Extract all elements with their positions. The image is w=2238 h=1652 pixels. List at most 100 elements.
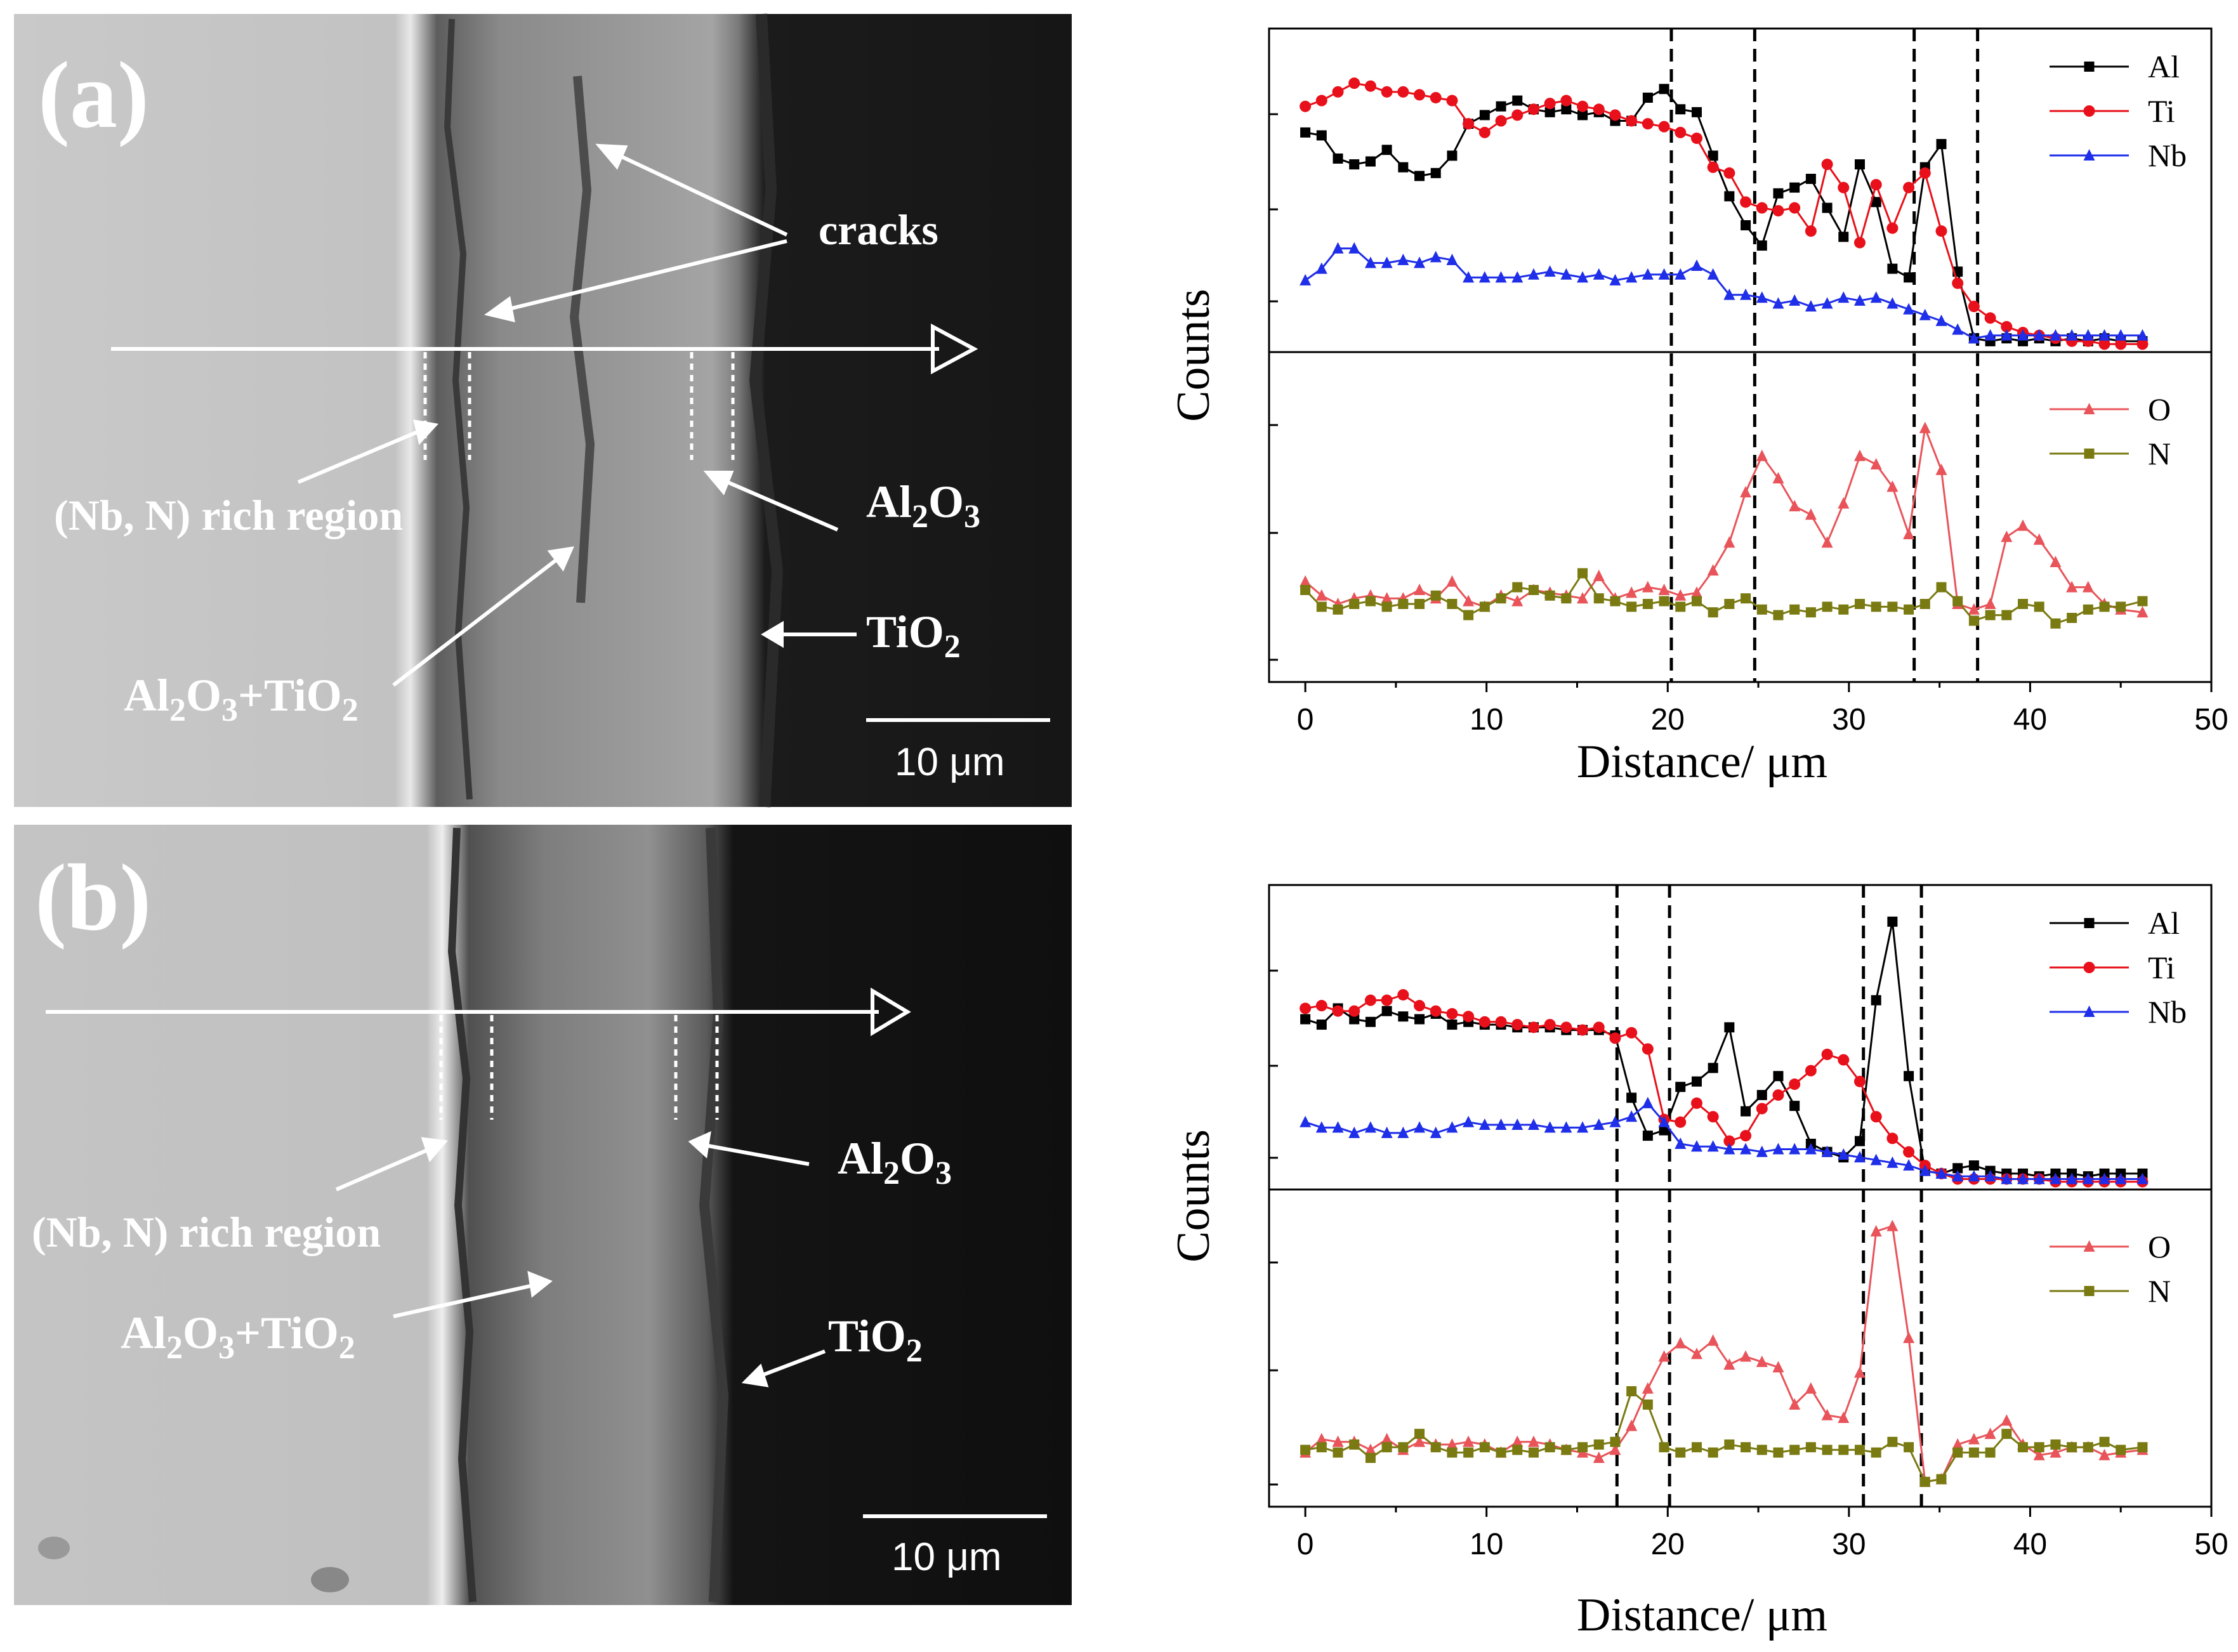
- series-ti-point: [1397, 989, 1409, 1001]
- series-n-point: [1805, 607, 1816, 618]
- series-o-point: [1609, 1443, 1621, 1455]
- series-o-point: [2136, 606, 2149, 618]
- series-nb-point: [1593, 1118, 1605, 1131]
- series-n-point: [2018, 599, 2028, 609]
- series-al-point: [1724, 1022, 1735, 1033]
- series-n-point: [1561, 1445, 1572, 1455]
- series-o-point: [1805, 508, 1817, 520]
- series-n-point: [1887, 601, 1898, 612]
- series-o-point: [1935, 463, 1947, 475]
- series-nb-point: [2136, 329, 2149, 341]
- series-nb-point: [1838, 291, 1850, 303]
- series-nb-point: [1626, 1110, 1638, 1122]
- series-nb-point: [1723, 288, 1735, 300]
- series-al-point: [1561, 104, 1572, 115]
- legend-o: O: [2148, 1229, 2171, 1264]
- series-n-point: [1365, 1453, 1376, 1463]
- series-nb-point: [1919, 308, 1931, 320]
- series-ti-point: [1968, 301, 1980, 313]
- series-o-point: [1952, 1438, 1964, 1450]
- series-al-point: [1316, 1019, 1327, 1030]
- series-n-point: [1838, 1445, 1849, 1455]
- series-o-point: [1315, 589, 1327, 601]
- series-nb-point: [1772, 297, 1784, 309]
- series-n-point: [1381, 601, 1392, 612]
- series-o-point: [1984, 1427, 1996, 1439]
- series-nb-point: [1952, 1170, 1964, 1182]
- series-ti-point: [1772, 1089, 1784, 1101]
- series-al-point: [1349, 1014, 1360, 1025]
- series-n-point: [1430, 590, 1441, 601]
- series-n-point: [1724, 1439, 1735, 1450]
- series-nb-point: [1527, 268, 1539, 280]
- series-al-point: [1675, 104, 1686, 115]
- series-n-point: [1773, 610, 1784, 620]
- series-al-point: [1756, 240, 1767, 251]
- series-n-point: [1577, 568, 1588, 579]
- series-ti-point: [1560, 1021, 1572, 1033]
- series-n-point: [1822, 1445, 1833, 1455]
- series-nb-point: [2066, 329, 2078, 341]
- series-nb-point: [1935, 314, 1947, 326]
- series-al-point: [1398, 162, 1409, 173]
- series-al-point: [1936, 139, 1947, 150]
- series-o-point: [1723, 1358, 1735, 1370]
- series-al-point: [1854, 1136, 1865, 1146]
- series-ti-point: [1560, 95, 1572, 107]
- series-ti-point: [2115, 338, 2127, 350]
- series-o-point: [1593, 570, 1605, 581]
- series-ti-point: [1789, 202, 1801, 214]
- series-n-point: [1593, 1439, 1604, 1450]
- series-nb-point: [2098, 329, 2110, 341]
- series-n-point: [2099, 601, 2110, 612]
- series-n-point: [1447, 1447, 1458, 1458]
- series-ti-point: [1740, 1130, 1752, 1142]
- series-al-point: [1447, 1019, 1458, 1030]
- series-nb-point: [1381, 256, 1393, 268]
- series-o-point: [1658, 584, 1670, 595]
- series-n-line: [1305, 571, 2143, 625]
- series-n-point: [2116, 601, 2126, 612]
- series-al-point: [1512, 95, 1523, 106]
- series-o-point: [2033, 533, 2045, 545]
- scale-bar-label-a: 10 μm: [895, 740, 1005, 784]
- series-ti-point: [1853, 237, 1866, 249]
- series-o-point: [1723, 536, 1735, 548]
- series-nb-point: [2017, 329, 2029, 341]
- series-o-point: [2050, 1446, 2062, 1458]
- series-n-point: [1463, 1447, 1474, 1458]
- series-al-point: [1904, 272, 1914, 283]
- series-o-point: [1381, 592, 1393, 604]
- series-nb-point: [2050, 1172, 2062, 1184]
- series-n-point: [1854, 1445, 1865, 1455]
- x-tick-label: 0: [1297, 703, 1314, 737]
- series-n-point: [2050, 618, 2061, 629]
- series-al-point: [1789, 1101, 1800, 1111]
- series-nb-point: [1577, 1121, 1589, 1133]
- series-o-point: [1870, 458, 1882, 469]
- series-nb-point: [1658, 268, 1670, 280]
- series-n-point: [1414, 1429, 1425, 1439]
- series-ti-point: [1364, 994, 1376, 1006]
- scan-arrow-head: [931, 323, 978, 375]
- series-n-point: [2034, 601, 2044, 612]
- series-o-point: [1821, 536, 1833, 548]
- series-n-point: [2067, 1442, 2077, 1453]
- series-nb-point: [1984, 329, 1996, 341]
- series-al-point: [1854, 159, 1865, 170]
- label-tio2-b: TiO2: [828, 1311, 923, 1369]
- series-ti-point: [1838, 1054, 1850, 1066]
- series-ti-point: [1430, 91, 1442, 103]
- series-nb-point: [1348, 1126, 1360, 1138]
- series-nb-point: [1821, 297, 1833, 309]
- series-o-point: [1984, 598, 1996, 609]
- series-nb-point: [1707, 268, 1719, 280]
- series-n-point: [1904, 1442, 1914, 1453]
- series-al-point: [1365, 1016, 1376, 1027]
- series-n-point: [1871, 1447, 1881, 1458]
- series-al-point: [1479, 110, 1490, 121]
- series-o-point: [1414, 584, 1426, 595]
- series-o-point: [1886, 1219, 1899, 1231]
- series-nb-point: [1789, 294, 1801, 306]
- series-nb-point: [1364, 256, 1376, 268]
